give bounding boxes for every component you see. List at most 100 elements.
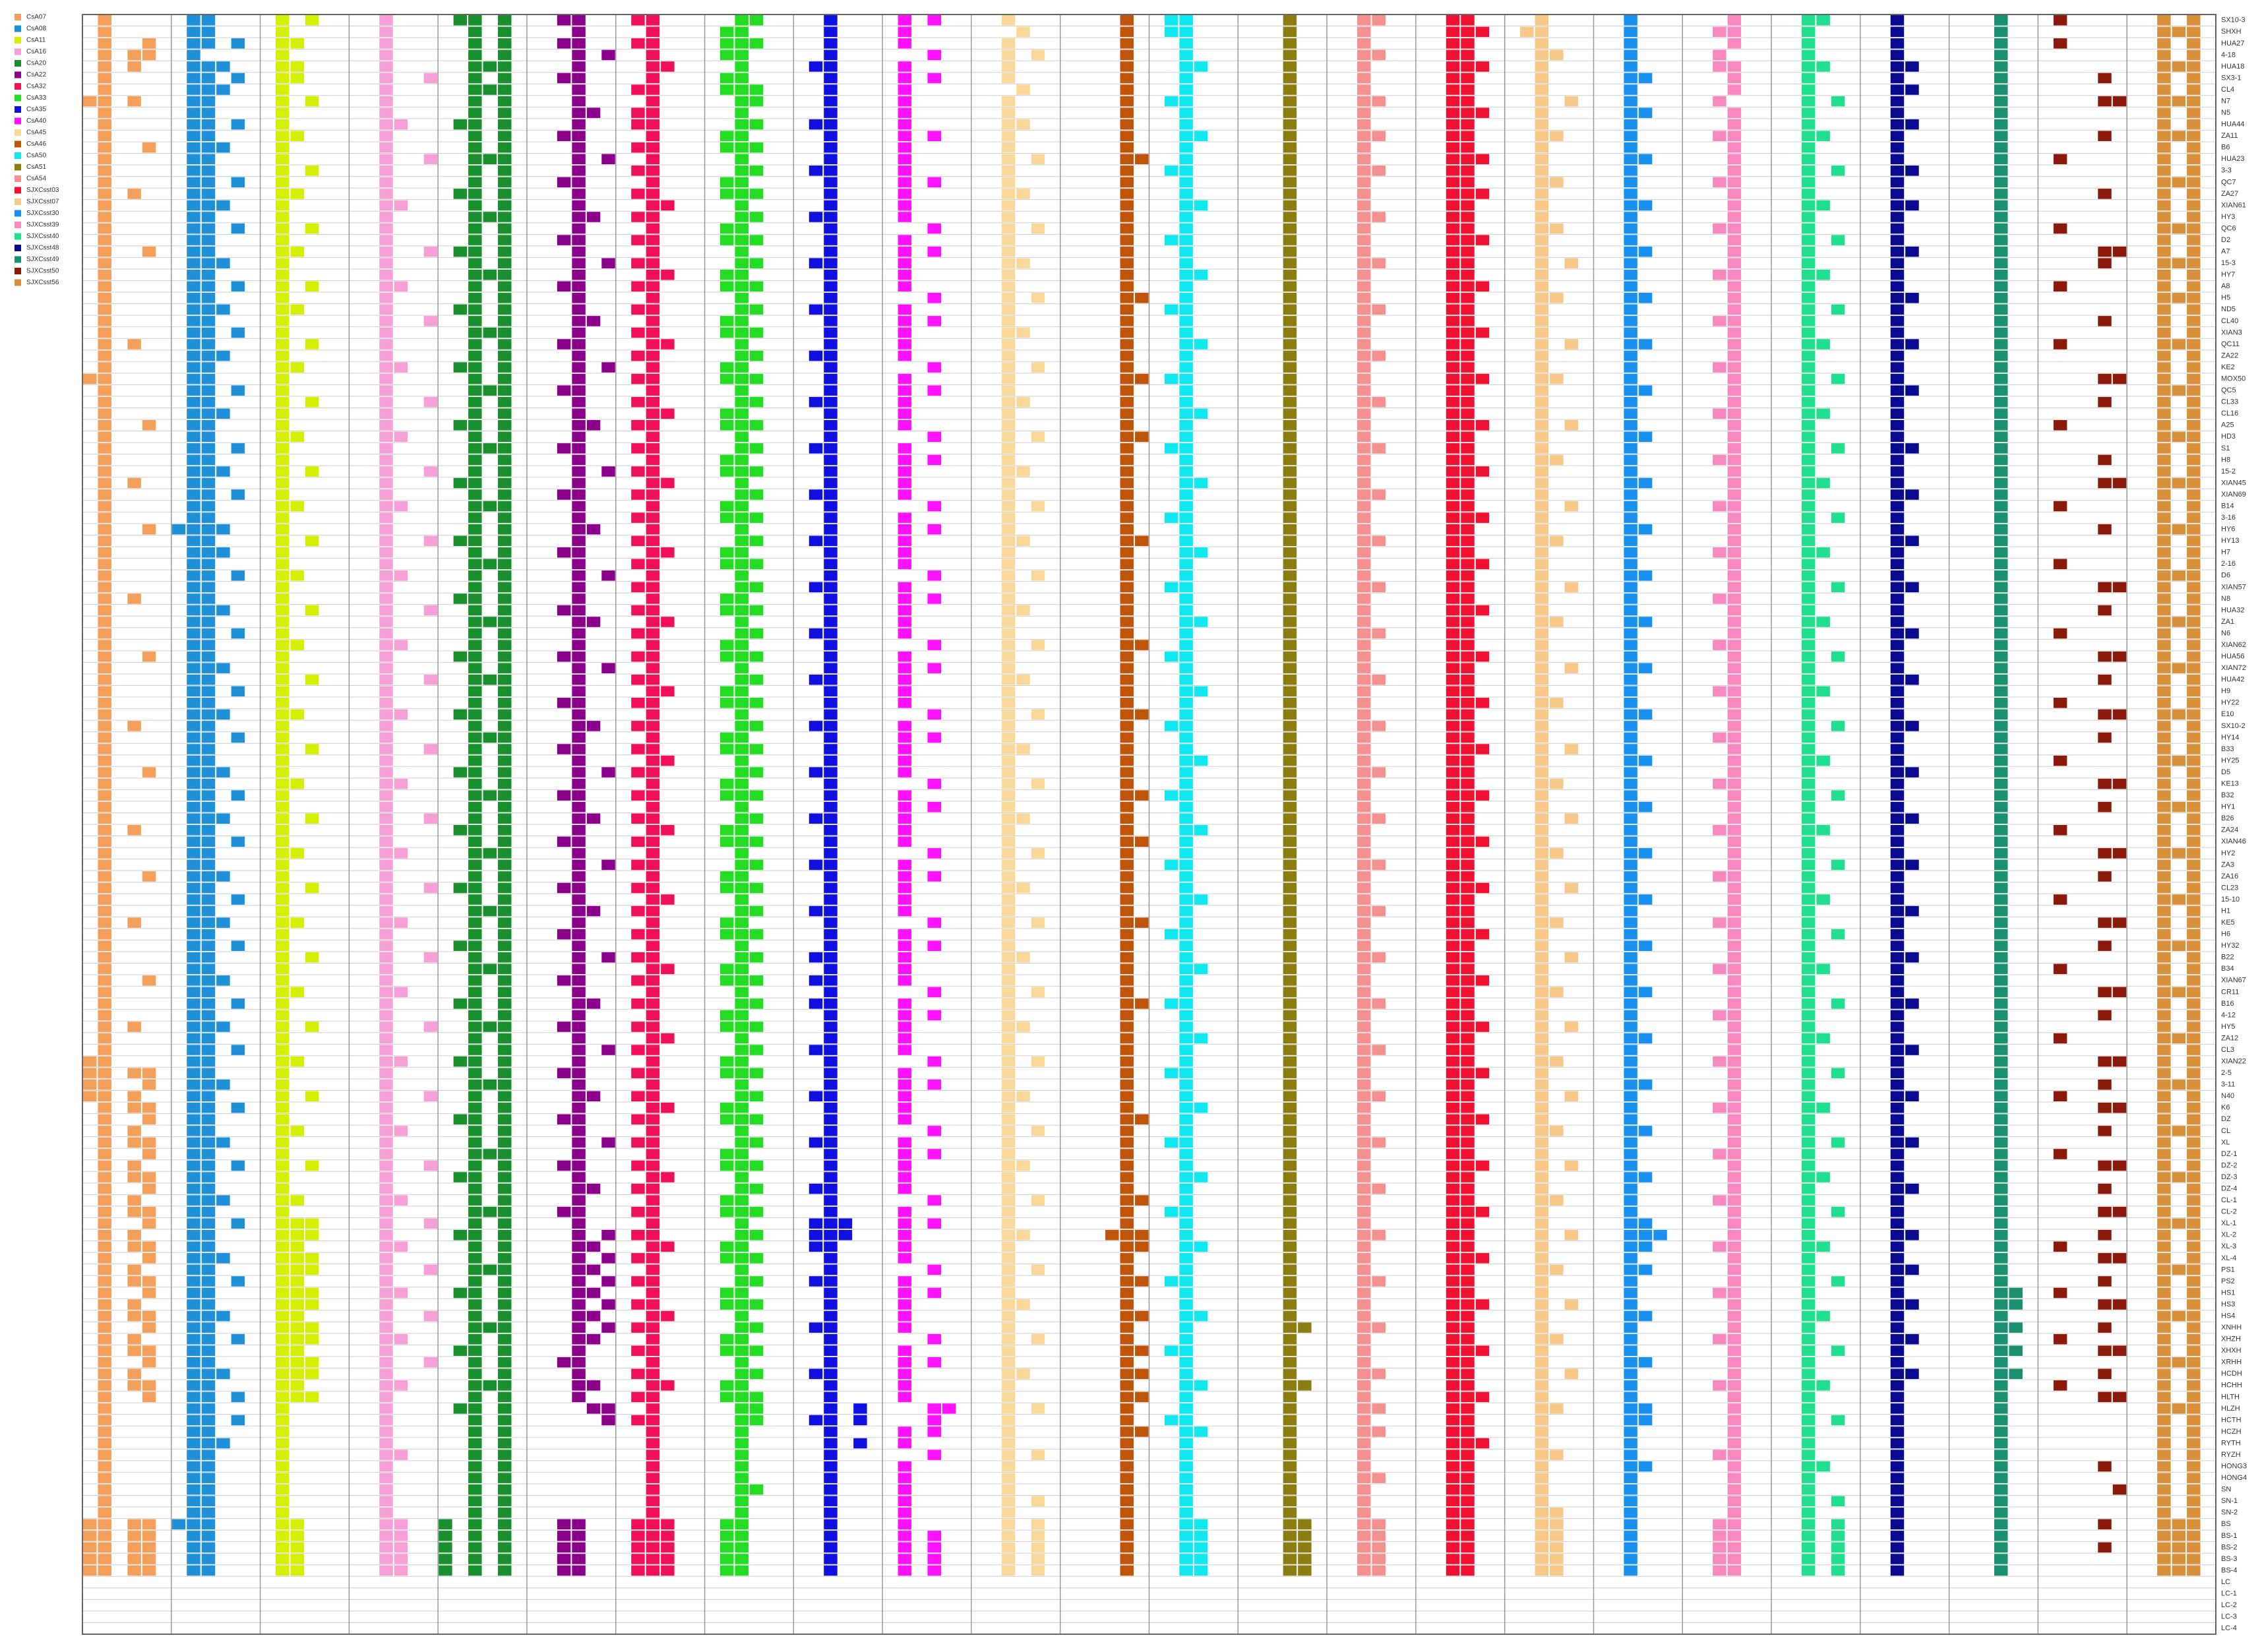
cell	[1135, 1114, 1149, 1125]
cell	[1801, 107, 1816, 118]
cell	[1016, 119, 1030, 130]
cell	[1624, 1554, 1637, 1564]
cell	[142, 1322, 156, 1333]
cell	[661, 547, 675, 558]
cell	[2053, 628, 2067, 639]
cell	[898, 489, 912, 500]
cell	[1120, 84, 1134, 95]
cell	[720, 651, 734, 662]
cell	[1535, 373, 1549, 384]
cell	[1179, 1531, 1193, 1541]
cell	[898, 269, 912, 280]
cell	[927, 1010, 941, 1021]
cell	[809, 1137, 823, 1148]
cell	[2053, 38, 2067, 49]
cell	[187, 547, 200, 558]
cell	[1727, 26, 1742, 38]
cell	[898, 1392, 912, 1403]
cell	[1179, 454, 1193, 466]
cell	[1905, 813, 1919, 824]
cell	[720, 373, 734, 384]
cell	[1283, 1068, 1297, 1078]
cell	[187, 1484, 200, 1495]
cell	[1283, 1554, 1297, 1564]
cell	[824, 489, 838, 500]
cell	[1016, 327, 1030, 338]
cell	[468, 952, 482, 963]
cell	[1179, 1426, 1193, 1437]
cell	[824, 1519, 838, 1530]
cell	[187, 235, 200, 245]
cell	[98, 605, 111, 616]
cell	[1179, 674, 1193, 685]
cell	[1535, 1368, 1549, 1380]
cell	[1120, 1264, 1134, 1275]
cell	[1179, 408, 1193, 419]
cell	[1357, 420, 1371, 431]
cell	[1994, 477, 2008, 489]
cell	[2112, 987, 2127, 998]
cell	[201, 431, 216, 443]
cell	[1727, 755, 1742, 766]
cell	[468, 501, 482, 512]
cell	[1357, 1137, 1371, 1148]
cell	[824, 1218, 838, 1229]
cell	[631, 998, 645, 1009]
cell	[809, 767, 823, 778]
cell	[1446, 1276, 1460, 1287]
cell	[1994, 1160, 2008, 1171]
cell	[1713, 61, 1726, 72]
cell	[1120, 975, 1134, 986]
cell	[1713, 1554, 1726, 1564]
cell	[1905, 1230, 1919, 1240]
cell	[1357, 744, 1371, 754]
cell	[646, 1010, 660, 1021]
cell	[468, 84, 482, 95]
cell	[1535, 269, 1549, 280]
cell	[1179, 1172, 1193, 1182]
cell	[735, 281, 748, 292]
cell	[1179, 420, 1193, 431]
cell	[1461, 1022, 1475, 1032]
cell	[1994, 640, 2008, 650]
cell	[1001, 1333, 1016, 1345]
cell	[1283, 107, 1297, 118]
cell	[1283, 1426, 1297, 1437]
cell	[276, 1114, 290, 1125]
cell	[1727, 1045, 1742, 1055]
cell	[1357, 825, 1371, 836]
cell	[98, 547, 111, 558]
cell	[646, 1415, 660, 1426]
cell	[2157, 1056, 2171, 1067]
cell	[1890, 1253, 1905, 1264]
cell	[1550, 1554, 1564, 1564]
cell	[1535, 790, 1549, 801]
cell	[468, 721, 482, 731]
cell	[720, 189, 734, 199]
cell	[1461, 1473, 1475, 1483]
cell	[557, 929, 571, 940]
cell	[1001, 617, 1016, 627]
cell	[98, 1137, 111, 1148]
cell	[187, 813, 200, 824]
cell	[1905, 489, 1919, 500]
cell	[1283, 269, 1297, 280]
cell	[1001, 1392, 1016, 1403]
cell	[379, 570, 393, 581]
cell	[824, 778, 838, 789]
cell	[1357, 1531, 1371, 1541]
cell	[1624, 663, 1637, 673]
cell	[898, 189, 912, 199]
cell	[572, 929, 586, 940]
cell	[2157, 1010, 2171, 1021]
cell	[749, 189, 764, 199]
cell	[2187, 1172, 2201, 1182]
cell	[187, 26, 200, 38]
cell	[498, 732, 512, 743]
cell	[824, 38, 838, 49]
cell	[1016, 674, 1030, 685]
cell	[1135, 640, 1149, 650]
cell	[720, 1022, 734, 1032]
cell	[201, 1565, 216, 1576]
cell	[98, 848, 111, 859]
